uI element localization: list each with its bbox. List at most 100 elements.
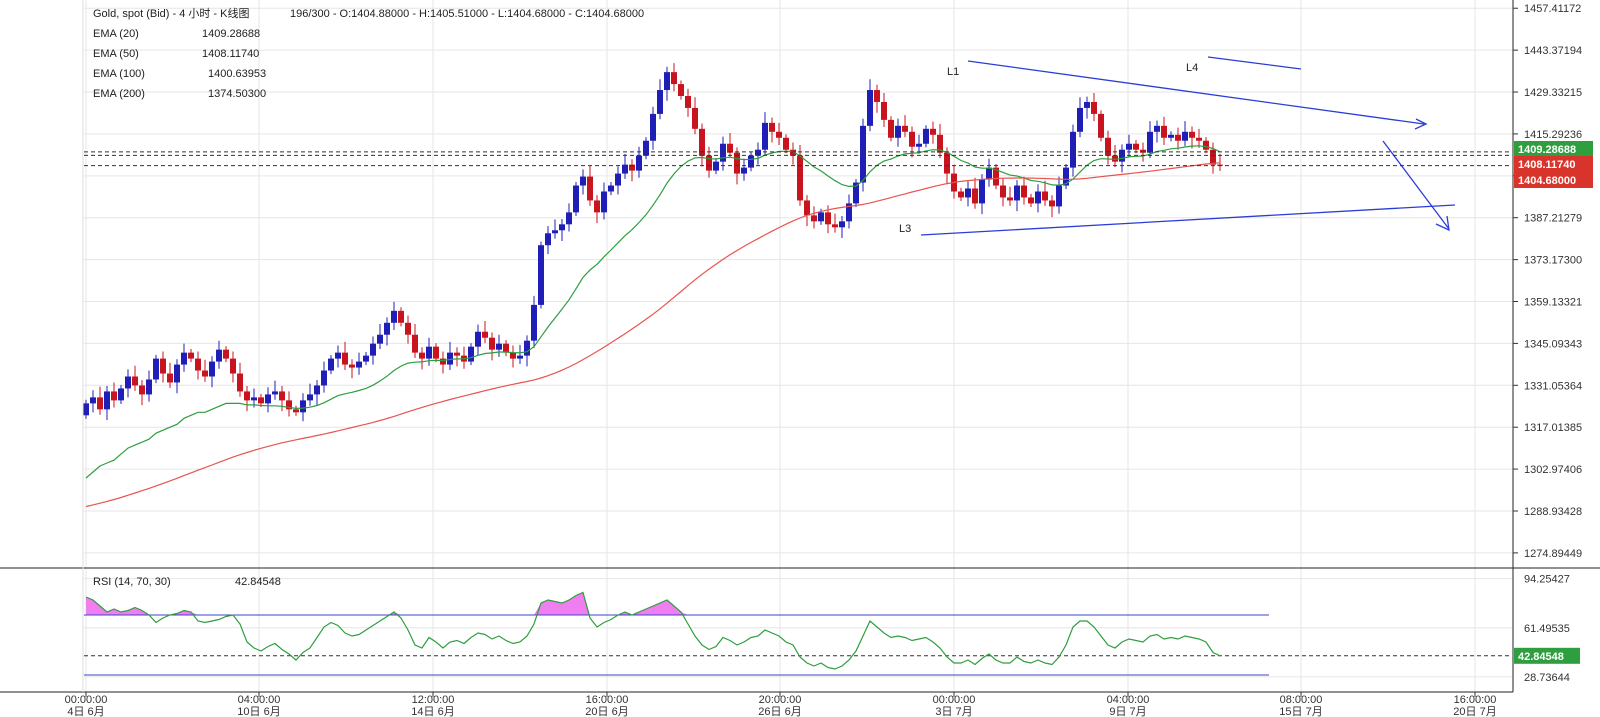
- candle[interactable]: [727, 133, 733, 159]
- candle[interactable]: [125, 369, 131, 398]
- candle[interactable]: [1175, 127, 1181, 150]
- candle[interactable]: [412, 323, 418, 359]
- candle[interactable]: [328, 355, 334, 375]
- candle[interactable]: [181, 343, 187, 372]
- candle[interactable]: [286, 391, 292, 417]
- candle[interactable]: [433, 343, 439, 363]
- candle[interactable]: [265, 387, 271, 413]
- candle[interactable]: [720, 136, 726, 171]
- candle[interactable]: [132, 365, 138, 391]
- candle[interactable]: [923, 125, 929, 148]
- candle[interactable]: [895, 118, 901, 147]
- candle[interactable]: [671, 63, 677, 92]
- candle[interactable]: [377, 323, 383, 350]
- candle[interactable]: [699, 123, 705, 167]
- candle[interactable]: [874, 84, 880, 113]
- rsi-panel[interactable]: [84, 591, 1512, 676]
- candle[interactable]: [258, 393, 264, 407]
- candle[interactable]: [335, 345, 341, 368]
- candle[interactable]: [496, 334, 502, 357]
- candle[interactable]: [839, 215, 845, 239]
- candle[interactable]: [454, 347, 460, 367]
- candle[interactable]: [90, 390, 96, 413]
- candle[interactable]: [958, 187, 964, 202]
- candle[interactable]: [713, 158, 719, 175]
- candle[interactable]: [384, 317, 390, 346]
- candle[interactable]: [776, 122, 782, 145]
- candle[interactable]: [482, 321, 488, 344]
- candle[interactable]: [349, 359, 355, 379]
- candle[interactable]: [888, 116, 894, 142]
- candle[interactable]: [391, 301, 397, 330]
- candle[interactable]: [489, 332, 495, 361]
- candle[interactable]: [475, 324, 481, 356]
- candle[interactable]: [622, 153, 628, 179]
- candle[interactable]: [804, 195, 810, 227]
- candle[interactable]: [139, 380, 145, 406]
- candle[interactable]: [279, 386, 285, 412]
- candle[interactable]: [223, 346, 229, 363]
- candle[interactable]: [972, 177, 978, 209]
- candle[interactable]: [790, 142, 796, 165]
- candle[interactable]: [1021, 176, 1027, 205]
- candle[interactable]: [1056, 176, 1062, 214]
- candle[interactable]: [846, 194, 852, 229]
- candle[interactable]: [678, 80, 684, 100]
- candle[interactable]: [300, 393, 306, 422]
- candle[interactable]: [692, 97, 698, 135]
- candle[interactable]: [552, 219, 558, 239]
- candle[interactable]: [650, 106, 656, 150]
- candle[interactable]: [167, 362, 173, 388]
- candle[interactable]: [398, 307, 404, 327]
- candle[interactable]: [153, 355, 159, 384]
- candle[interactable]: [146, 370, 152, 402]
- candle[interactable]: [685, 88, 691, 117]
- candle[interactable]: [965, 181, 971, 207]
- candle[interactable]: [237, 362, 243, 397]
- candle[interactable]: [160, 351, 166, 383]
- candle[interactable]: [1182, 121, 1188, 147]
- candle[interactable]: [559, 218, 565, 242]
- candle[interactable]: [538, 241, 544, 309]
- candle[interactable]: [1063, 164, 1069, 190]
- candle[interactable]: [111, 382, 117, 408]
- candle[interactable]: [118, 384, 124, 404]
- candle[interactable]: [321, 361, 327, 393]
- candle[interactable]: [769, 117, 775, 143]
- candle[interactable]: [762, 112, 768, 156]
- price-axis[interactable]: 1457.41172 1443.37194 1429.33215 1415.29236…: [1513, 3, 1582, 560]
- candle[interactable]: [1133, 140, 1139, 154]
- candle[interactable]: [1154, 120, 1160, 143]
- candle[interactable]: [986, 158, 992, 187]
- candle[interactable]: [979, 174, 985, 215]
- candle[interactable]: [1049, 195, 1055, 218]
- candle[interactable]: [307, 383, 313, 406]
- candle[interactable]: [104, 386, 110, 421]
- upper-trendline[interactable]: [967, 60, 1425, 125]
- candle[interactable]: [755, 142, 761, 165]
- candle[interactable]: [174, 359, 180, 394]
- candle[interactable]: [1091, 93, 1097, 122]
- rsi-axis[interactable]: 94.25427 61.49535 28.73644: [1524, 574, 1570, 684]
- l4-trendline[interactable]: [1207, 56, 1302, 70]
- candle[interactable]: [832, 213, 838, 233]
- candle[interactable]: [1098, 110, 1104, 142]
- candle[interactable]: [293, 405, 299, 416]
- candle[interactable]: [615, 166, 621, 195]
- candle[interactable]: [447, 341, 453, 370]
- candle[interactable]: [1035, 184, 1041, 213]
- candle[interactable]: [510, 345, 516, 368]
- candle[interactable]: [587, 165, 593, 206]
- candle-layer[interactable]: [83, 63, 1223, 422]
- drawing-layer[interactable]: L1 L3 L4: [899, 56, 1456, 236]
- candle[interactable]: [1084, 96, 1090, 119]
- candle[interactable]: [881, 93, 887, 128]
- candle[interactable]: [1189, 126, 1195, 149]
- candle[interactable]: [1007, 186, 1013, 206]
- candle[interactable]: [503, 340, 509, 357]
- candle[interactable]: [573, 181, 579, 216]
- candle[interactable]: [370, 336, 376, 365]
- candle[interactable]: [1070, 124, 1076, 177]
- candle[interactable]: [440, 351, 446, 374]
